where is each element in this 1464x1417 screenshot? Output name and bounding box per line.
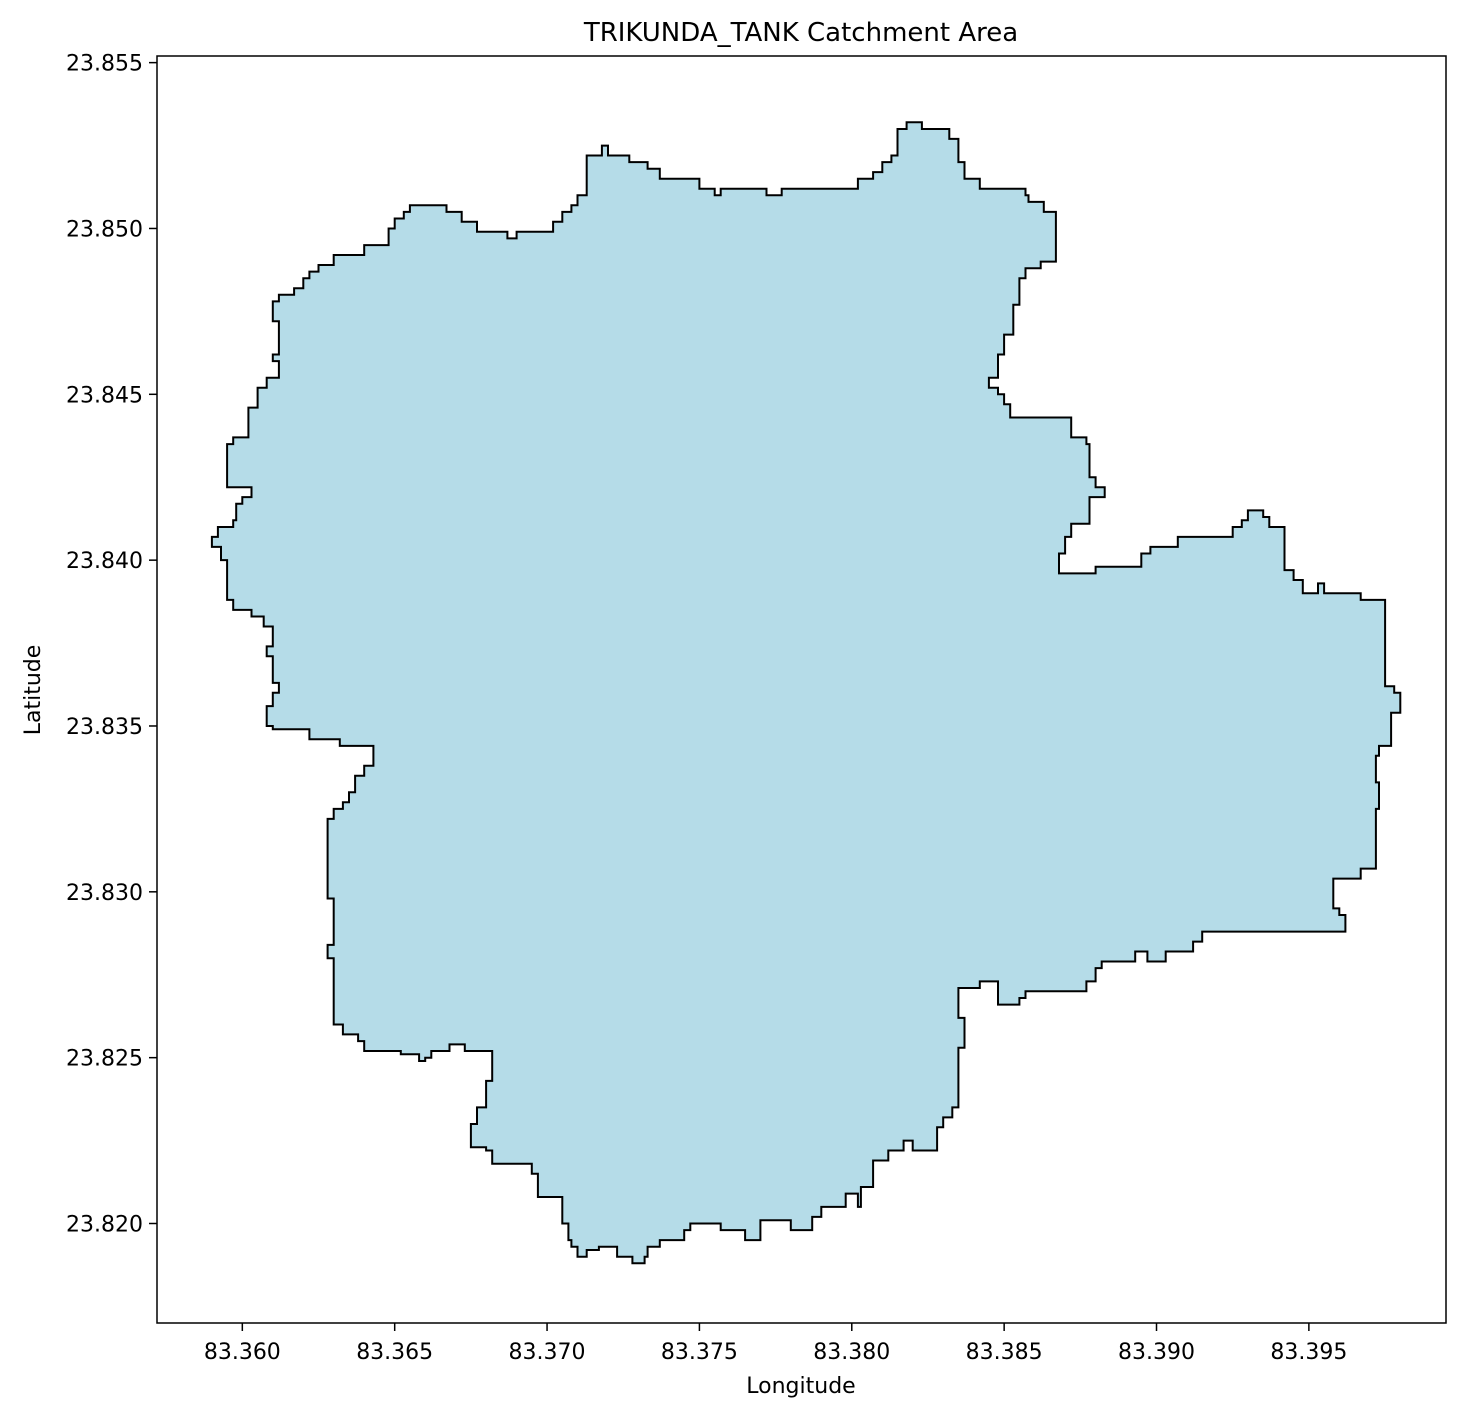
y-axis-ticks: 23.820 23.825 23.830 23.835 23.840 23.845 23.8… [66, 52, 157, 1237]
y-tick-label: 23.850 [66, 217, 143, 242]
x-tick-label: 83.360 [204, 1340, 281, 1365]
y-tick-label: 23.825 [66, 1047, 143, 1072]
x-tick-label: 83.385 [966, 1340, 1043, 1365]
axes-frame [156, 55, 1447, 1324]
y-tick-label: 23.840 [66, 549, 143, 574]
y-tick-label: 23.820 [66, 1212, 143, 1237]
y-tick-label: 23.835 [66, 715, 143, 740]
x-tick-label: 83.390 [1118, 1340, 1195, 1365]
x-tick-label: 83.365 [356, 1340, 433, 1365]
y-axis-label: Latitude [21, 645, 46, 736]
y-tick-label: 23.830 [66, 881, 143, 906]
map-title: TRIKUNDA_TANK Catchment Area [583, 18, 1018, 48]
x-tick-label: 83.370 [509, 1340, 586, 1365]
y-tick-label: 23.855 [66, 52, 143, 77]
x-axis-label: Longitude [746, 1374, 855, 1399]
plot-area [156, 55, 1447, 1324]
x-axis-ticks: 83.360 83.365 83.370 83.375 83.380 83.385 83.3… [204, 1323, 1347, 1365]
catchment-area-polygon [210, 121, 1402, 1265]
y-tick-label: 23.845 [66, 383, 143, 408]
x-tick-label: 83.380 [813, 1340, 890, 1365]
x-tick-label: 83.395 [1270, 1340, 1347, 1365]
x-tick-label: 83.375 [661, 1340, 738, 1365]
